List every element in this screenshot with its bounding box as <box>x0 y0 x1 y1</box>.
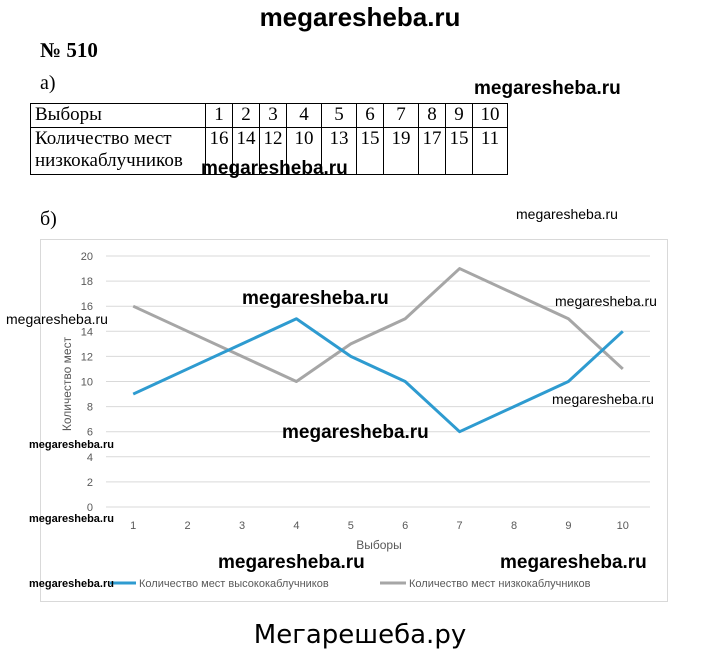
table-cell: 2 <box>232 103 260 128</box>
x-tick-label: 4 <box>293 520 299 532</box>
table-cell: 11 <box>472 127 508 175</box>
y-tick-label: 20 <box>81 251 93 263</box>
table-row-elections: Выборы 1 2 3 4 5 6 7 8 9 10 <box>30 103 508 128</box>
y-axis-title: Количество мест <box>60 336 74 431</box>
table-cell: 10 <box>286 127 322 175</box>
watermark: megaresheba.ru <box>6 311 108 327</box>
task-number: № 510 <box>40 38 98 62</box>
watermark: megaresheba.ru <box>555 293 657 309</box>
table-cell: 12 <box>259 127 287 175</box>
watermark: megaresheba.ru <box>29 578 114 590</box>
x-tick-label: 1 <box>130 520 136 532</box>
table-cell: 5 <box>321 103 357 128</box>
table-cell: 4 <box>286 103 322 128</box>
site-title: megaresheba.ru <box>259 2 461 32</box>
y-tick-label: 14 <box>81 326 93 338</box>
table-cell: 15 <box>356 127 384 175</box>
x-tick-label: 2 <box>185 520 191 532</box>
y-tick-label: 12 <box>81 351 93 363</box>
table-cell: 16 <box>205 127 233 175</box>
watermark: megaresheba.ru <box>29 439 114 451</box>
x-tick-label: 7 <box>457 520 463 532</box>
table-cell: 8 <box>418 103 446 128</box>
watermark: megaresheba.ru <box>516 206 618 222</box>
table-cell: 13 <box>321 127 357 175</box>
y-tick-label: 6 <box>87 427 93 439</box>
watermark: megaresheba.ru <box>29 513 114 525</box>
table-header-elections: Выборы <box>30 103 206 128</box>
x-tick-label: 5 <box>348 520 354 532</box>
series-line-low-heels <box>132 267 624 383</box>
table-row-seats: Количество мест низкокаблучников 16 14 1… <box>30 127 508 175</box>
x-tick-label: 6 <box>402 520 408 532</box>
site-footer: Мегарешеба.ру <box>253 620 467 650</box>
table-cell: 7 <box>383 103 419 128</box>
data-table: Выборы 1 2 3 4 5 6 7 8 9 10 Количество м… <box>30 103 508 175</box>
y-tick-label: 18 <box>81 276 93 288</box>
table-header-seats: Количество мест низкокаблучников <box>30 127 206 175</box>
y-tick-label: 2 <box>87 477 93 489</box>
table-cell: 17 <box>418 127 446 175</box>
watermark: megaresheba.ru <box>201 158 348 179</box>
table-cell: 10 <box>472 103 508 128</box>
y-tick-label: 10 <box>81 377 93 389</box>
watermark: megaresheba.ru <box>552 391 654 407</box>
table-cell: 19 <box>383 127 419 175</box>
part-b-label: б) <box>40 208 57 230</box>
x-tick-label: 3 <box>239 520 245 532</box>
watermark: megaresheba.ru <box>218 552 365 573</box>
chart-frame <box>40 239 668 602</box>
watermark: megaresheba.ru <box>282 422 429 443</box>
x-tick-label: 10 <box>617 520 629 532</box>
y-tick-label: 16 <box>81 301 93 313</box>
x-tick-label: 8 <box>511 520 517 532</box>
watermark: megaresheba.ru <box>500 552 647 573</box>
table-cell: 3 <box>259 103 287 128</box>
y-tick-label: 8 <box>87 402 93 414</box>
table-cell: 9 <box>445 103 473 128</box>
y-tick-label: 0 <box>87 502 93 514</box>
watermark: megaresheba.ru <box>242 288 389 309</box>
table-cell: 1 <box>205 103 233 128</box>
series-line-high-heels <box>132 317 624 434</box>
legend-label-low-heels: Количество мест низкокаблучников <box>409 578 591 590</box>
legend-label-high-heels: Количество мест высококаблучников <box>139 578 329 590</box>
x-axis-title: Выборы <box>356 538 401 552</box>
table-cell: 15 <box>445 127 473 175</box>
x-tick-label: 9 <box>565 520 571 532</box>
watermark: megaresheba.ru <box>474 78 621 99</box>
y-tick-label: 4 <box>87 452 93 464</box>
part-a-label: а) <box>40 72 56 94</box>
table-cell: 6 <box>356 103 384 128</box>
